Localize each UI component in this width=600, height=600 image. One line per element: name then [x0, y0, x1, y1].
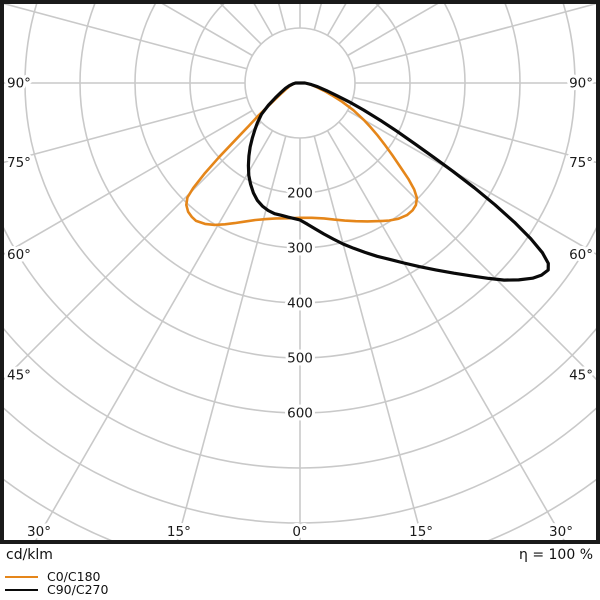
angle-label-bottom: 15° [167, 524, 191, 540]
angle-label-bottom: 30° [549, 524, 573, 540]
c90-c270-line-sample [5, 588, 38, 591]
angle-label-left: 60° [7, 247, 31, 263]
angle-label-right: 90° [569, 76, 593, 92]
angle-label-bottom: 0° [292, 524, 307, 540]
angle-label-right: 60° [569, 247, 593, 263]
axis-labels: 200 300 400 500 600 90° 90° 75° 75° 60° 60° 45° 45° 3… [4, 73, 596, 544]
units-label: cd/klm [6, 547, 53, 563]
angle-label-right: 75° [569, 155, 593, 171]
polar-grid [4, 4, 596, 540]
ring-label: 500 [287, 351, 313, 367]
angle-label-left: 75° [7, 155, 31, 171]
ring-label: 200 [287, 186, 313, 202]
ring-label: 600 [287, 406, 313, 422]
legend: cd/klm η = 100 % C0/C180 C90/C270 [0, 544, 600, 600]
frame-border [0, 0, 600, 544]
angle-label-bottom: 15° [409, 524, 433, 540]
angle-label-bottom: 30° [27, 524, 51, 540]
c0-c180-curve [185, 81, 419, 227]
legend-entry-label: C0/C180 [47, 569, 101, 584]
legend-entries: C0/C180 C90/C270 [0, 570, 600, 596]
ring-label: 300 [287, 241, 313, 257]
efficiency-label: η = 100 % [519, 547, 593, 563]
c90-c270-curve [246, 81, 550, 282]
angle-label-left: 45° [7, 368, 31, 384]
legend-entry-c90-c270: C90/C270 [5, 583, 600, 596]
angle-label-right: 45° [569, 368, 593, 384]
angle-label-left: 90° [7, 76, 31, 92]
c0-c180-line-sample [5, 575, 38, 578]
ring-label: 400 [287, 296, 313, 312]
polar-chart: 200 300 400 500 600 90° 90° 75° 75° 60° 60° 45° 45° 3… [0, 0, 600, 544]
grid-spokes [4, 4, 596, 540]
legend-entry-label: C90/C270 [47, 582, 109, 597]
legend-entry-c0-c180: C0/C180 [5, 570, 600, 583]
